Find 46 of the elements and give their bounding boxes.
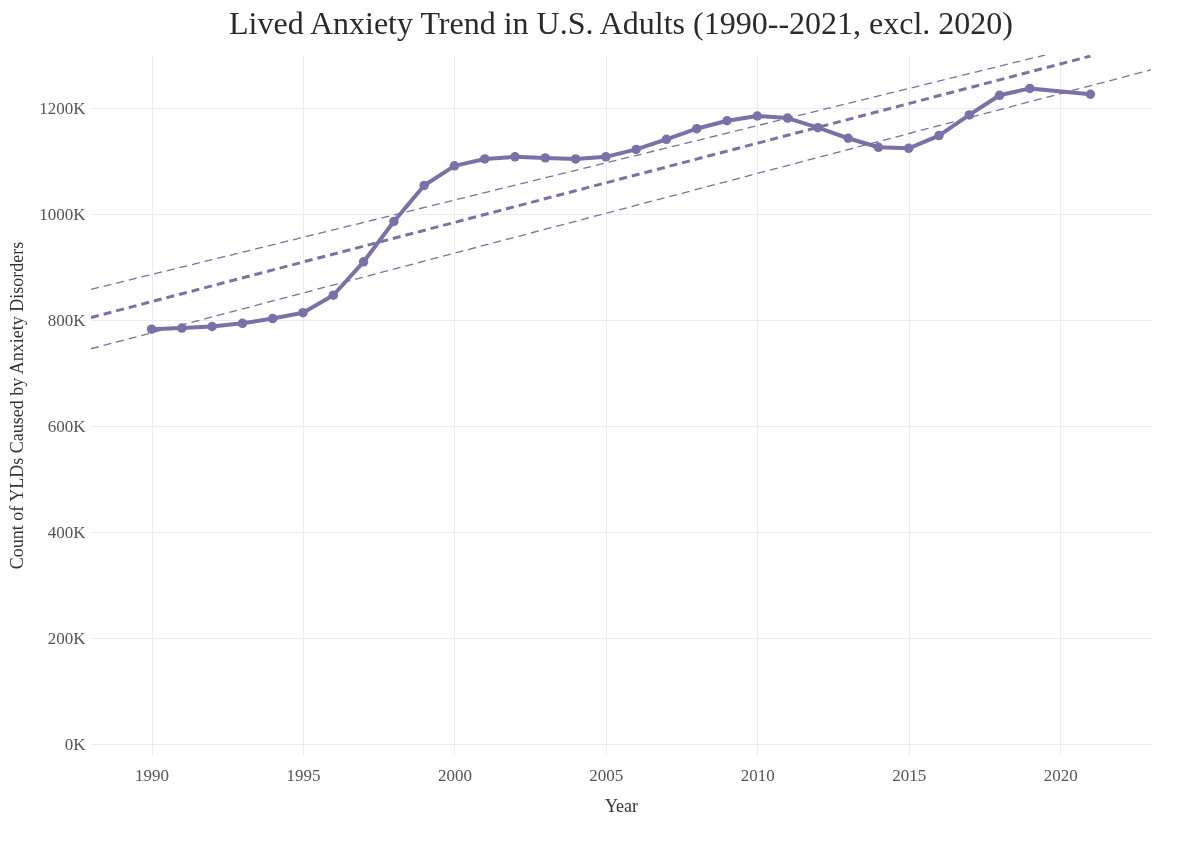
- point: [177, 323, 187, 333]
- point: [843, 133, 853, 143]
- y-tick-label: 1200K: [39, 98, 87, 118]
- x-tick-label: 2015: [892, 765, 927, 785]
- point: [661, 134, 672, 145]
- point: [207, 321, 217, 332]
- chart-title: Lived Anxiety Trend in U.S. Adults (1990--2021, excl. 2020): [229, 5, 1013, 41]
- y-tick-label: 600K: [47, 416, 87, 436]
- point: [419, 180, 429, 191]
- x-tick-label: 1990: [135, 765, 170, 785]
- x-tick-label: 2020: [1043, 765, 1078, 785]
- point: [267, 313, 278, 324]
- point: [994, 90, 1005, 101]
- x-axis-title: Year: [604, 795, 639, 816]
- y-tick-label: 200K: [47, 628, 87, 648]
- point: [752, 111, 763, 121]
- point: [146, 324, 157, 334]
- y-axis-title: Count of YLDs Caused by Anxiety Disorders: [7, 241, 28, 570]
- x-tick-label: 2000: [437, 765, 472, 785]
- x-tick-label: 1995: [286, 765, 321, 785]
- point: [903, 143, 914, 154]
- point: [237, 318, 248, 329]
- point: [1025, 83, 1035, 94]
- point: [449, 161, 460, 171]
- x-tick-label: 2010: [740, 765, 775, 785]
- point: [873, 142, 884, 153]
- y-tick-label: 400K: [47, 522, 87, 542]
- point: [964, 110, 975, 120]
- point: [722, 116, 732, 126]
- y-tick-label: 800K: [47, 310, 87, 330]
- point: [1085, 89, 1096, 99]
- point: [570, 154, 581, 164]
- point: [328, 290, 339, 300]
- point: [601, 152, 611, 162]
- point: [298, 307, 308, 318]
- point: [510, 152, 520, 162]
- point: [934, 130, 944, 141]
- point: [691, 123, 702, 134]
- x-tick-label: 2005: [589, 765, 624, 785]
- point: [479, 154, 490, 164]
- point: [540, 153, 551, 163]
- point: [631, 144, 641, 155]
- point: [358, 257, 369, 267]
- point: [389, 216, 399, 227]
- y-tick-label: 1000K: [39, 204, 87, 224]
- y-tick-label: 0K: [64, 734, 87, 754]
